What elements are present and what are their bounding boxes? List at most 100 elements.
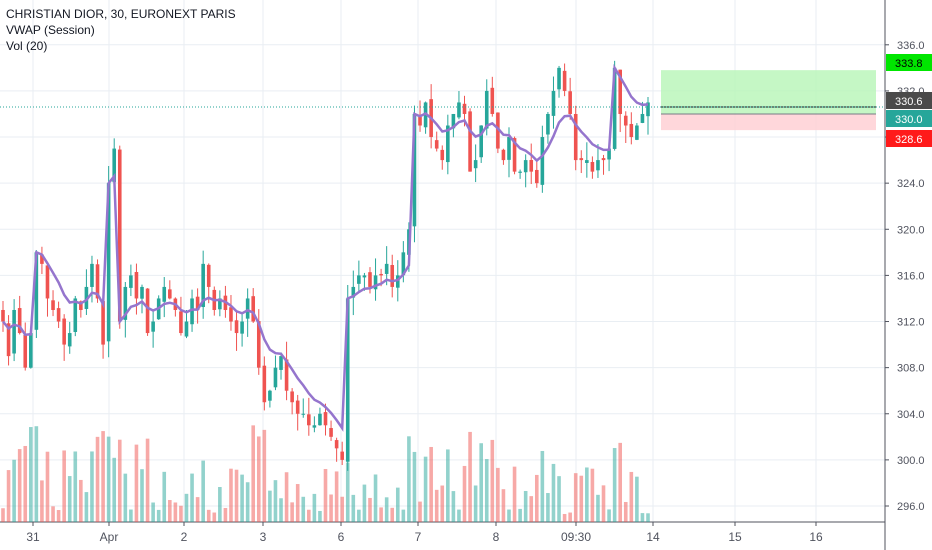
candle-body	[507, 137, 511, 160]
vwap-study-label[interactable]: VWAP (Session)	[6, 23, 95, 37]
volume-bar	[140, 469, 144, 522]
volume-bar	[134, 444, 139, 522]
y-tick-label: 324.0	[897, 178, 925, 190]
candle-body	[635, 125, 639, 140]
volume-bar	[334, 471, 339, 522]
y-tick-label: 296.0	[897, 501, 925, 513]
volume-bar	[479, 443, 483, 522]
y-tick-label: 312.0	[897, 317, 925, 329]
y-tick-label: 336.0	[897, 40, 925, 52]
volume-bar	[318, 510, 322, 522]
volume-bar	[401, 509, 406, 522]
candle-body	[629, 123, 634, 138]
volume-bar	[507, 509, 511, 522]
candle-body	[412, 113, 417, 227]
y-tick-label: 308.0	[897, 363, 925, 375]
candle-body	[234, 320, 239, 334]
candle-body	[546, 113, 550, 135]
candle-body	[379, 273, 383, 276]
volume-bar	[418, 501, 422, 522]
candle-body	[29, 333, 33, 368]
volume-bar	[457, 509, 461, 522]
candle-body	[568, 91, 572, 114]
candle-body	[129, 275, 133, 288]
volume-bar	[384, 497, 389, 522]
vwap-line	[2, 63, 649, 432]
candles[interactable]	[1, 60, 650, 471]
candle-body	[301, 413, 306, 415]
volume-bar	[173, 502, 178, 522]
x-tick-label: 09:30	[561, 530, 591, 544]
volume-bar	[268, 490, 272, 522]
volume-bar	[473, 485, 478, 522]
volume-bar	[45, 451, 50, 522]
candle-body	[623, 115, 628, 126]
time-axis[interactable]: 31 Apr 2 3 6 7 8 09:30 14 15 16	[26, 522, 823, 544]
volume-bar	[373, 474, 378, 522]
candle-body	[329, 428, 333, 437]
volume-bar	[23, 445, 28, 522]
candle-body	[501, 149, 506, 161]
candle-body	[184, 321, 189, 337]
candle-body	[51, 300, 55, 310]
volume-bar	[212, 512, 217, 522]
candle-body	[251, 296, 256, 322]
volume-bar	[518, 508, 522, 522]
candle-body	[562, 70, 567, 91]
volume-bar	[462, 465, 467, 522]
candle-body	[618, 69, 622, 114]
volume-bar	[206, 509, 211, 522]
volume-bar	[557, 476, 561, 522]
volume-bar	[51, 506, 55, 522]
candle-body	[646, 102, 650, 117]
candle-body	[479, 125, 483, 158]
volume-bar	[301, 496, 306, 522]
volume-bar	[223, 507, 228, 522]
candle-body	[95, 264, 100, 299]
candle-body	[145, 288, 150, 334]
candle-body	[290, 391, 294, 403]
candle-body	[373, 275, 378, 290]
volume-bar	[129, 509, 133, 522]
volume-bar	[623, 501, 628, 522]
candle-body	[240, 321, 244, 334]
x-tick-label: 16	[809, 530, 823, 544]
candle-body	[67, 333, 72, 347]
candle-body	[418, 116, 422, 126]
x-tick-label: 14	[646, 530, 660, 544]
volume-study-label[interactable]: Vol (20)	[6, 39, 48, 53]
symbol-title[interactable]: CHRISTIAN DIOR, 30, EURONEXT PARIS	[6, 7, 236, 21]
volume-bar	[40, 480, 44, 522]
candle-body	[590, 161, 595, 172]
candle-body	[368, 272, 372, 287]
x-tick-label: 3	[260, 530, 267, 544]
candle-body	[557, 67, 561, 90]
candle-body	[401, 252, 406, 276]
volume-bar	[106, 436, 111, 522]
candle-body	[468, 111, 472, 172]
candle-body	[351, 286, 356, 298]
volume-bar	[279, 498, 283, 522]
volume-bar	[101, 431, 105, 522]
candle-body	[218, 298, 222, 310]
volume-bar	[635, 476, 639, 522]
volume-bar	[629, 471, 634, 522]
volume-bar	[434, 489, 439, 522]
volume-bar	[190, 473, 194, 522]
legend: CHRISTIAN DIOR, 30, EURONEXT PARIS VWAP …	[6, 6, 236, 54]
volume-bar	[168, 500, 172, 522]
volume-bar	[184, 493, 189, 522]
candle-body	[523, 160, 528, 173]
candle-body	[268, 390, 272, 401]
candle-body	[395, 275, 400, 288]
position-zones[interactable]	[661, 70, 876, 131]
volume-bar	[29, 427, 33, 522]
candle-body	[134, 272, 139, 299]
volume-bar	[251, 425, 256, 522]
price-label-entry-bg	[886, 110, 932, 127]
volume-bar	[612, 448, 617, 522]
candle-body	[446, 125, 450, 163]
volume-bar	[573, 473, 578, 522]
price-label-last-bg	[886, 92, 932, 109]
